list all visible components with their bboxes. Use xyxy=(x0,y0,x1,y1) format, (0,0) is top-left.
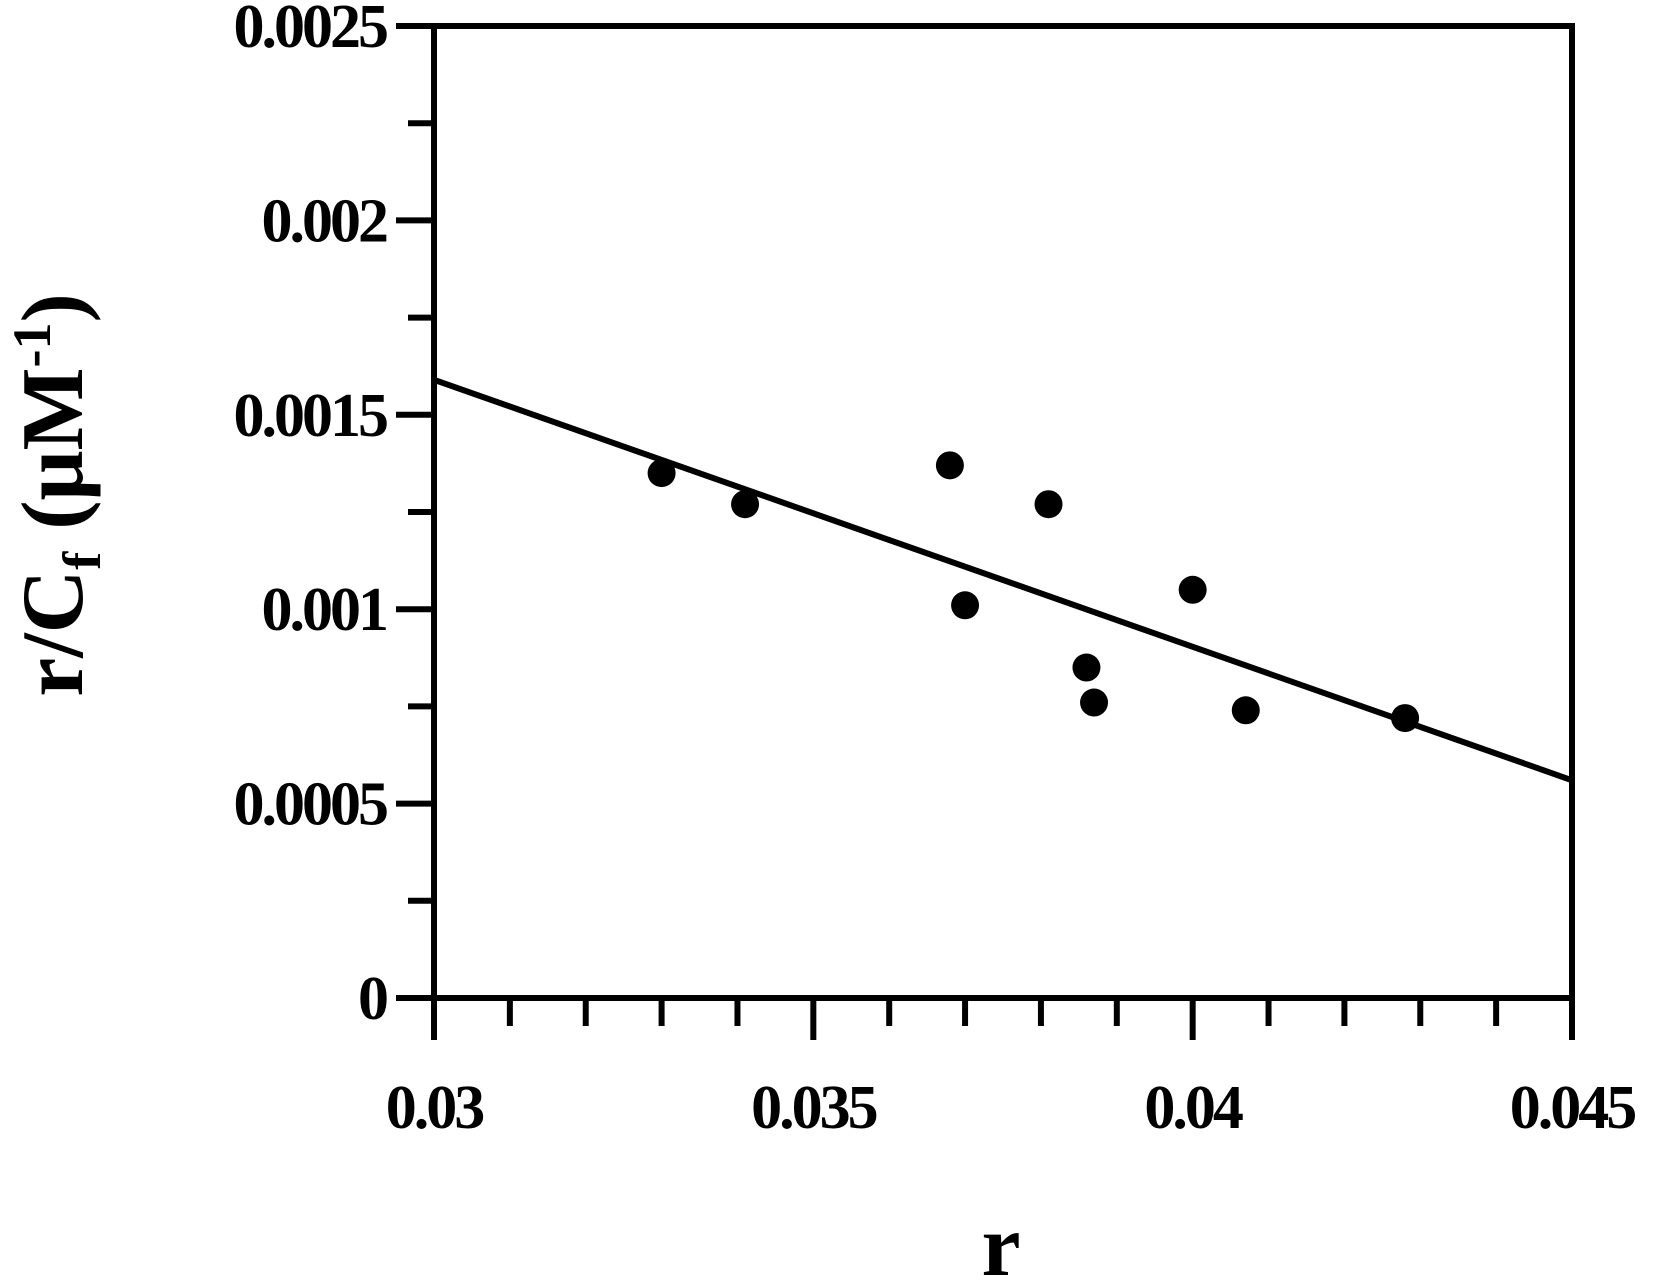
data-point xyxy=(951,591,980,620)
x-tick-label: 0.04 xyxy=(1144,1074,1243,1142)
x-tick-label: 0.03 xyxy=(386,1074,484,1142)
y-tick-label: 0.0015 xyxy=(234,382,388,450)
y-tick-label: 0.0025 xyxy=(234,0,388,61)
x-tick-label: 0.035 xyxy=(751,1074,877,1142)
y-tick-label: 0.002 xyxy=(262,187,388,255)
regression-line xyxy=(433,376,1573,784)
ticks xyxy=(396,23,1575,1040)
data-point xyxy=(1391,704,1420,733)
plot-frame xyxy=(431,23,1575,1001)
data-point xyxy=(731,490,760,519)
data-point xyxy=(1034,490,1063,519)
y-axis-title-main: r/C xyxy=(5,570,102,697)
data-point xyxy=(1178,575,1207,604)
y-axis-title-close: ) xyxy=(5,293,102,322)
data-point xyxy=(1231,696,1260,725)
y-tick-label: 0.0005 xyxy=(234,771,388,839)
x-axis-title: r xyxy=(981,1198,1020,1285)
data-point xyxy=(1072,653,1101,682)
y-axis-title: r/Cf (μM-1) xyxy=(2,293,112,697)
data-point xyxy=(1080,688,1109,717)
data-point xyxy=(935,451,964,480)
data-point xyxy=(647,459,676,488)
x-tick-label: 0.045 xyxy=(1510,1074,1636,1142)
tick-labels: 0 0.0005 0.001 0.0015 0.002 0.0025 0.03 0.035 0.… xyxy=(234,0,1639,1142)
y-tick-label: 0.001 xyxy=(262,576,387,644)
y-axis-title-subscript: f xyxy=(52,551,112,570)
y-axis-title-unit: (μM xyxy=(5,368,102,552)
axes xyxy=(431,23,1575,1001)
data-points xyxy=(647,451,1420,733)
y-tick-label: 0 xyxy=(358,965,387,1033)
y-axis-title-superscript: -1 xyxy=(2,323,62,368)
